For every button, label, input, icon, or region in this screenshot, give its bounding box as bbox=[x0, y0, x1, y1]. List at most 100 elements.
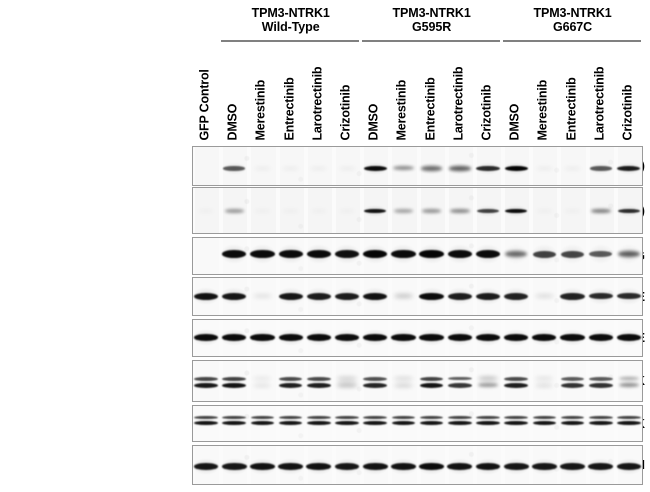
blot-band bbox=[504, 208, 528, 214]
blot-panel-flag bbox=[192, 237, 643, 275]
blot-band bbox=[250, 334, 275, 341]
group-header-line2: G595R bbox=[412, 20, 452, 34]
blot-band bbox=[535, 293, 554, 299]
blot-band bbox=[504, 376, 528, 381]
blot-panel-p-erk bbox=[192, 360, 643, 402]
blot-band bbox=[250, 420, 275, 426]
blot-band bbox=[618, 383, 640, 388]
blot-band bbox=[393, 293, 414, 299]
lane-background bbox=[561, 361, 585, 401]
blot-band bbox=[504, 415, 528, 419]
lane-background bbox=[280, 361, 304, 401]
lane-background bbox=[392, 361, 416, 401]
blot-band bbox=[590, 208, 611, 213]
blot-band bbox=[475, 463, 501, 470]
blot-band bbox=[476, 415, 500, 419]
lane-label-larotrectinib-5: Larotrectinib bbox=[310, 66, 325, 140]
lane-background bbox=[195, 361, 219, 401]
lane-label-merestinib-3: Merestinib bbox=[253, 79, 268, 140]
blot-band bbox=[588, 382, 613, 388]
blot-band bbox=[253, 377, 272, 380]
blot-band bbox=[363, 420, 388, 426]
blot-panel-inner bbox=[193, 406, 642, 441]
lane-background bbox=[618, 361, 642, 401]
blot-band bbox=[222, 420, 247, 426]
blot-band bbox=[617, 250, 641, 258]
blot-band bbox=[278, 376, 303, 381]
blot-band bbox=[306, 334, 331, 341]
blot-band bbox=[477, 383, 499, 388]
blot-band bbox=[250, 463, 275, 470]
group-rule-g667c bbox=[503, 40, 641, 42]
blot-panel-eif4e bbox=[192, 319, 643, 357]
lane-label-dmso-7: DMSO bbox=[366, 103, 381, 140]
blot-band bbox=[222, 382, 247, 388]
blot-band bbox=[588, 415, 613, 419]
blot-band bbox=[306, 292, 331, 300]
blot-band bbox=[221, 463, 247, 470]
blot-band bbox=[532, 420, 557, 426]
lane-background bbox=[533, 147, 557, 185]
group-header-g667c: TPM3-NTRK1 G667C bbox=[484, 6, 650, 34]
group-header-line1: TPM3-NTRK1 bbox=[533, 6, 612, 20]
blot-band bbox=[588, 420, 613, 426]
lane-label-merestinib-13: Merestinib bbox=[535, 79, 550, 140]
lane-label-larotrectinib-15: Larotrectinib bbox=[592, 66, 607, 140]
blot-band bbox=[421, 166, 443, 171]
blot-band bbox=[193, 334, 219, 341]
blot-band bbox=[536, 209, 553, 213]
blot-band bbox=[564, 209, 581, 213]
blot-band bbox=[560, 382, 585, 388]
blot-band bbox=[363, 376, 388, 381]
blot-band bbox=[560, 415, 585, 419]
blot-band bbox=[310, 167, 328, 170]
blot-panel-erk bbox=[192, 405, 643, 442]
lane-background bbox=[561, 147, 585, 185]
lane-background bbox=[533, 188, 558, 233]
blot-panel-inner bbox=[193, 361, 642, 401]
lane-background bbox=[251, 361, 275, 401]
blot-band bbox=[504, 165, 528, 171]
blot-band bbox=[363, 292, 388, 300]
blot-panel-inner bbox=[193, 188, 642, 233]
blot-band bbox=[362, 463, 388, 470]
blot-band bbox=[447, 420, 472, 426]
blot-band bbox=[394, 377, 413, 380]
group-header-line2: Wild-Type bbox=[261, 20, 320, 34]
blot-band bbox=[334, 250, 360, 258]
blot-band bbox=[393, 209, 413, 213]
blot-band bbox=[564, 167, 581, 170]
group-rule-wild-type bbox=[221, 40, 360, 42]
blot-band bbox=[363, 250, 388, 258]
blot-band bbox=[504, 334, 529, 341]
lane-label-gfp-control-1: GFP Control bbox=[197, 68, 212, 140]
lane-label-band: GFP Control DMSO Merestinib Entrectinib Laro… bbox=[0, 44, 650, 140]
lane-label-merestinib-8: Merestinib bbox=[394, 79, 409, 140]
blot-band bbox=[504, 382, 528, 388]
blot-band bbox=[193, 292, 219, 300]
blot-band bbox=[278, 382, 303, 388]
lane-background bbox=[308, 361, 332, 401]
blot-band bbox=[449, 166, 471, 171]
blot-band bbox=[193, 463, 219, 470]
lane-background bbox=[223, 361, 247, 401]
lane-background bbox=[533, 361, 557, 401]
blot-band bbox=[505, 250, 528, 258]
lane-label-larotrectinib-10: Larotrectinib bbox=[451, 66, 466, 140]
blot-band bbox=[307, 420, 331, 426]
group-header-line1: TPM3-NTRK1 bbox=[392, 6, 471, 20]
blot-band bbox=[419, 292, 444, 300]
blot-band bbox=[222, 250, 247, 258]
blot-band bbox=[391, 250, 416, 258]
blot-band bbox=[419, 250, 444, 258]
blot-band bbox=[504, 292, 529, 300]
blot-panel-inner bbox=[193, 147, 642, 185]
blot-band bbox=[616, 334, 642, 341]
blot-band bbox=[334, 334, 360, 341]
lane-background bbox=[449, 361, 473, 401]
blot-band bbox=[194, 376, 218, 381]
blot-band bbox=[588, 463, 614, 470]
blot-band bbox=[475, 292, 501, 300]
blot-band bbox=[560, 250, 585, 258]
lane-label-entrectinib-9: Entrectinib bbox=[423, 76, 438, 140]
